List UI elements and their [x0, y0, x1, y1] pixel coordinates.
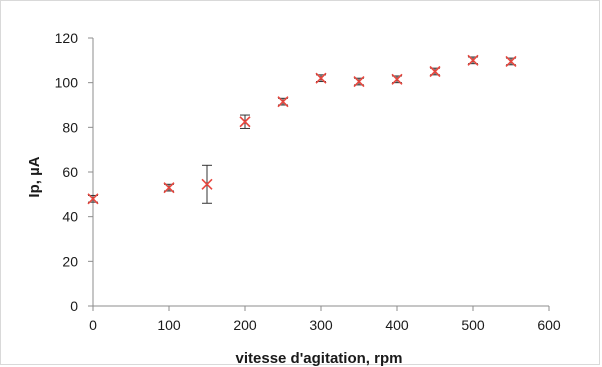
- y-axis-title: Ip, µA: [26, 156, 43, 197]
- data-point: [239, 116, 251, 128]
- data-point-stroke: [353, 75, 365, 88]
- y-tick-label: 40: [62, 209, 78, 225]
- x-tick-label: 300: [309, 317, 333, 333]
- x-tick-label: 500: [461, 317, 485, 333]
- x-tick-label: 600: [537, 317, 561, 333]
- y-tick-label: 0: [70, 298, 78, 314]
- y-tick-label: 100: [55, 75, 79, 91]
- data-point-stroke: [429, 65, 441, 78]
- x-tick-label: 0: [89, 317, 97, 333]
- data-point: [201, 178, 213, 190]
- data-point: [87, 193, 99, 205]
- data-point: [505, 55, 517, 68]
- data-point-stroke: [201, 178, 213, 190]
- data-point-stroke: [239, 116, 251, 128]
- x-tick-label: 200: [233, 317, 257, 333]
- y-tick-label: 120: [55, 30, 79, 46]
- data-point: [429, 65, 441, 78]
- data-point-stroke: [505, 55, 517, 68]
- x-axis-title: vitesse d'agitation, rpm: [236, 350, 403, 366]
- y-tick-label: 80: [62, 119, 78, 135]
- data-point: [467, 54, 479, 66]
- data-point: [315, 72, 327, 84]
- data-point-stroke: [163, 182, 175, 194]
- error-bars: [88, 56, 516, 204]
- y-tick-label: 60: [62, 164, 78, 180]
- data-point-stroke: [467, 54, 479, 66]
- x-tick-label: 100: [157, 317, 181, 333]
- data-point-stroke: [277, 96, 289, 108]
- data-point: [163, 182, 175, 194]
- data-points: [87, 54, 517, 205]
- tick-labels: 0 20 40 60 80 100 120 0 100 200 300 400 500 600: [55, 30, 561, 333]
- x-tick-label: 400: [385, 317, 409, 333]
- data-point-stroke: [315, 72, 327, 84]
- data-point: [391, 73, 403, 85]
- data-point-stroke: [391, 73, 403, 85]
- data-point: [353, 75, 365, 88]
- data-point: [277, 96, 289, 108]
- axes: [88, 37, 550, 311]
- data-point-stroke: [87, 193, 99, 205]
- y-tick-label: 20: [62, 253, 78, 269]
